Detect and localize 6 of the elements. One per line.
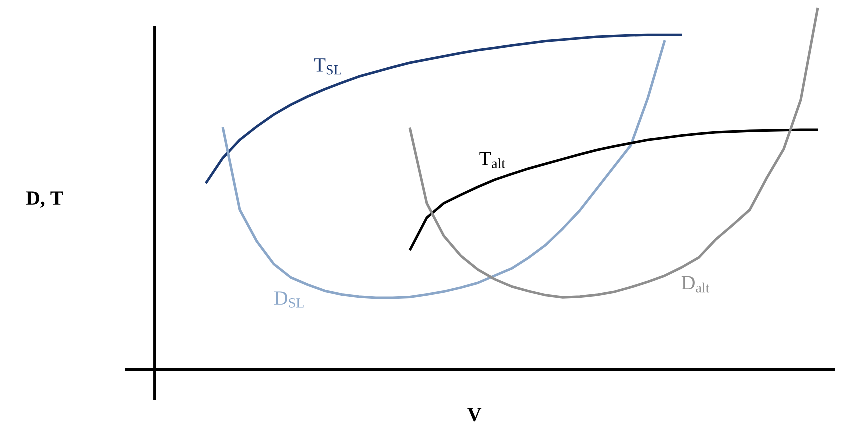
series-label: D$_{alt}$	[682, 276, 710, 293]
series-label: T$_{SL}$	[314, 58, 342, 75]
y-axis-title: D, T	[26, 192, 64, 208]
series-label: D$_{SL}$	[274, 292, 304, 308]
series-label: T$_{alt}$	[480, 152, 506, 168]
x-axis-title: V	[468, 408, 482, 422]
